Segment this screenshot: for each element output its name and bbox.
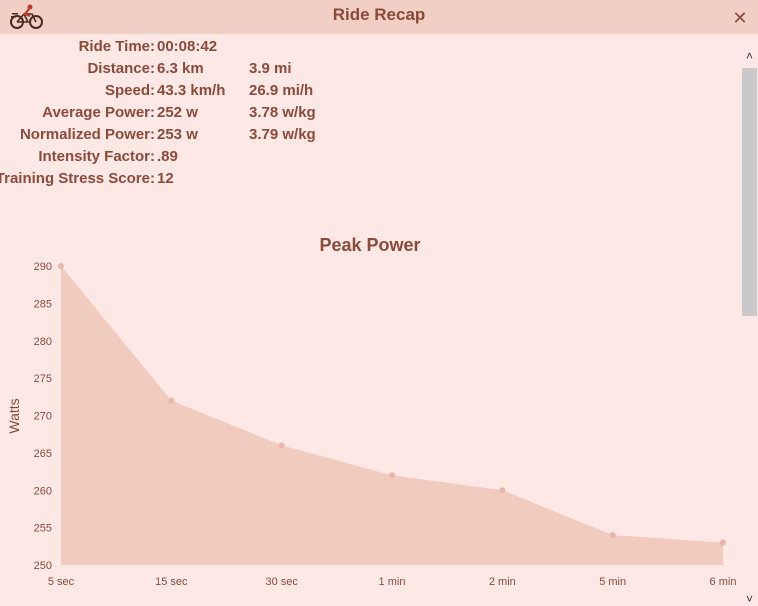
stat-value-alt: 26.9 mi/h [249, 82, 314, 99]
stat-label: Intensity Factor: [38, 148, 155, 165]
window-title: Ride Recap [332, 5, 426, 24]
stat-value: 6.3 km [157, 60, 204, 77]
y-tick-label: 285 [34, 298, 52, 310]
scroll-thumb[interactable] [742, 68, 757, 316]
y-tick-label: 275 [34, 373, 52, 385]
x-tick-label: 1 min [379, 576, 406, 588]
y-tick-label: 260 [34, 485, 52, 497]
chart-title: Peak Power [319, 235, 420, 255]
stat-value-alt: 3.78 w/kg [249, 104, 316, 121]
title-bar: Ride Recap ✕ [0, 0, 758, 34]
x-tick-label: 5 sec [48, 576, 75, 588]
data-point [609, 532, 616, 539]
y-tick-label: 270 [34, 411, 52, 423]
x-axis-ticks: 5 sec 15 sec 30 sec 1 min 2 min 5 min 6 min [48, 576, 737, 588]
close-icon[interactable]: ✕ [732, 8, 748, 28]
y-tick-label: 265 [34, 448, 52, 460]
x-tick-label: 6 min [710, 576, 737, 588]
stat-label: Ride Time: [78, 38, 155, 55]
vertical-scrollbar[interactable]: ˄ ˅ [741, 44, 758, 606]
data-points [58, 263, 726, 546]
peak-power-area [61, 266, 723, 565]
y-axis-label: Watts [6, 398, 22, 433]
x-tick-label: 30 sec [265, 576, 298, 588]
peak-power-chart: Peak Power Watts 250 255 260 265 270 275 280 28… [6, 235, 737, 588]
y-tick-label: 290 [34, 261, 52, 273]
stat-value: .89 [157, 148, 178, 165]
cyclist-icon [10, 4, 43, 29]
y-axis-ticks: 250 255 260 265 270 275 280 285 290 [34, 261, 52, 572]
stat-label: Speed: [104, 82, 155, 99]
stat-value: 43.3 km/h [157, 82, 226, 99]
stat-value: 12 [157, 170, 174, 187]
y-tick-label: 255 [34, 523, 52, 535]
x-tick-label: 5 min [599, 576, 626, 588]
x-tick-label: 15 sec [155, 576, 188, 588]
x-tick-label: 2 min [489, 576, 516, 588]
stat-label: Distance: [87, 60, 155, 77]
stat-label: Normalized Power: [19, 126, 155, 143]
data-point [499, 487, 506, 494]
data-point [278, 442, 285, 449]
chevron-up-icon[interactable]: ˄ [745, 49, 753, 63]
stat-label: Training Stress Score: [0, 170, 155, 187]
stat-value: 253 w [157, 126, 198, 143]
data-point [389, 472, 395, 479]
data-point [168, 397, 175, 404]
stat-value: 252 w [157, 104, 198, 121]
stat-label: Average Power: [42, 104, 155, 121]
y-tick-label: 250 [34, 560, 52, 572]
stat-value-alt: 3.9 mi [249, 60, 292, 77]
y-tick-label: 280 [34, 336, 52, 348]
stat-value-alt: 3.79 w/kg [249, 126, 316, 143]
chevron-down-icon[interactable]: ˅ [745, 592, 753, 606]
stat-value: 00:08:42 [157, 38, 218, 55]
data-point [58, 263, 64, 269]
data-point [720, 539, 726, 546]
